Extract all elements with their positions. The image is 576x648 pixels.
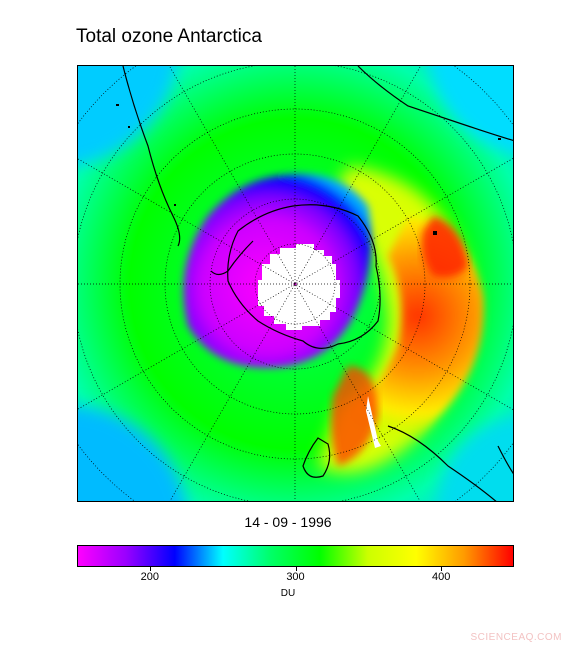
ozone-map-svg bbox=[78, 66, 513, 501]
polar-night-no-data bbox=[258, 244, 340, 330]
islands bbox=[116, 104, 501, 235]
island bbox=[433, 231, 437, 235]
australia-coast-east bbox=[497, 445, 513, 475]
colorbar-tick bbox=[441, 567, 443, 571]
graticule bbox=[78, 66, 513, 501]
colorbar-tick-label: 300 bbox=[286, 571, 305, 583]
colorbar-tick-label: 400 bbox=[431, 571, 451, 583]
africa-coast bbox=[357, 66, 513, 142]
date-label: 14 - 09 - 1996 bbox=[244, 514, 332, 530]
south-america-coast bbox=[122, 66, 181, 247]
antarctic-peninsula bbox=[210, 240, 254, 276]
colorbar-tick-label: 200 bbox=[140, 571, 159, 583]
low-ozone-corner bbox=[429, 66, 513, 154]
coastlines bbox=[122, 66, 513, 501]
island bbox=[116, 104, 119, 106]
high-ozone-maximum bbox=[331, 366, 378, 466]
ozone-map bbox=[77, 65, 514, 502]
island bbox=[498, 138, 501, 140]
antarctica-coastline bbox=[227, 204, 381, 349]
watermark: SCIENCEAQ.COM bbox=[470, 632, 562, 643]
low-ozone-corner bbox=[438, 417, 513, 501]
colorbar bbox=[77, 545, 514, 567]
island bbox=[128, 126, 130, 128]
australia-coast bbox=[387, 425, 497, 501]
chart-title: Total ozone Antarctica bbox=[76, 26, 262, 47]
low-ozone-corner bbox=[78, 406, 186, 501]
colorbar-tick bbox=[149, 567, 151, 571]
island bbox=[174, 204, 176, 206]
no-data-streak bbox=[366, 396, 381, 448]
colorbar-unit: DU bbox=[280, 588, 296, 599]
colorbar-tick bbox=[295, 567, 297, 571]
low-ozone-corner bbox=[78, 66, 177, 165]
new-zealand-coast bbox=[302, 437, 331, 478]
